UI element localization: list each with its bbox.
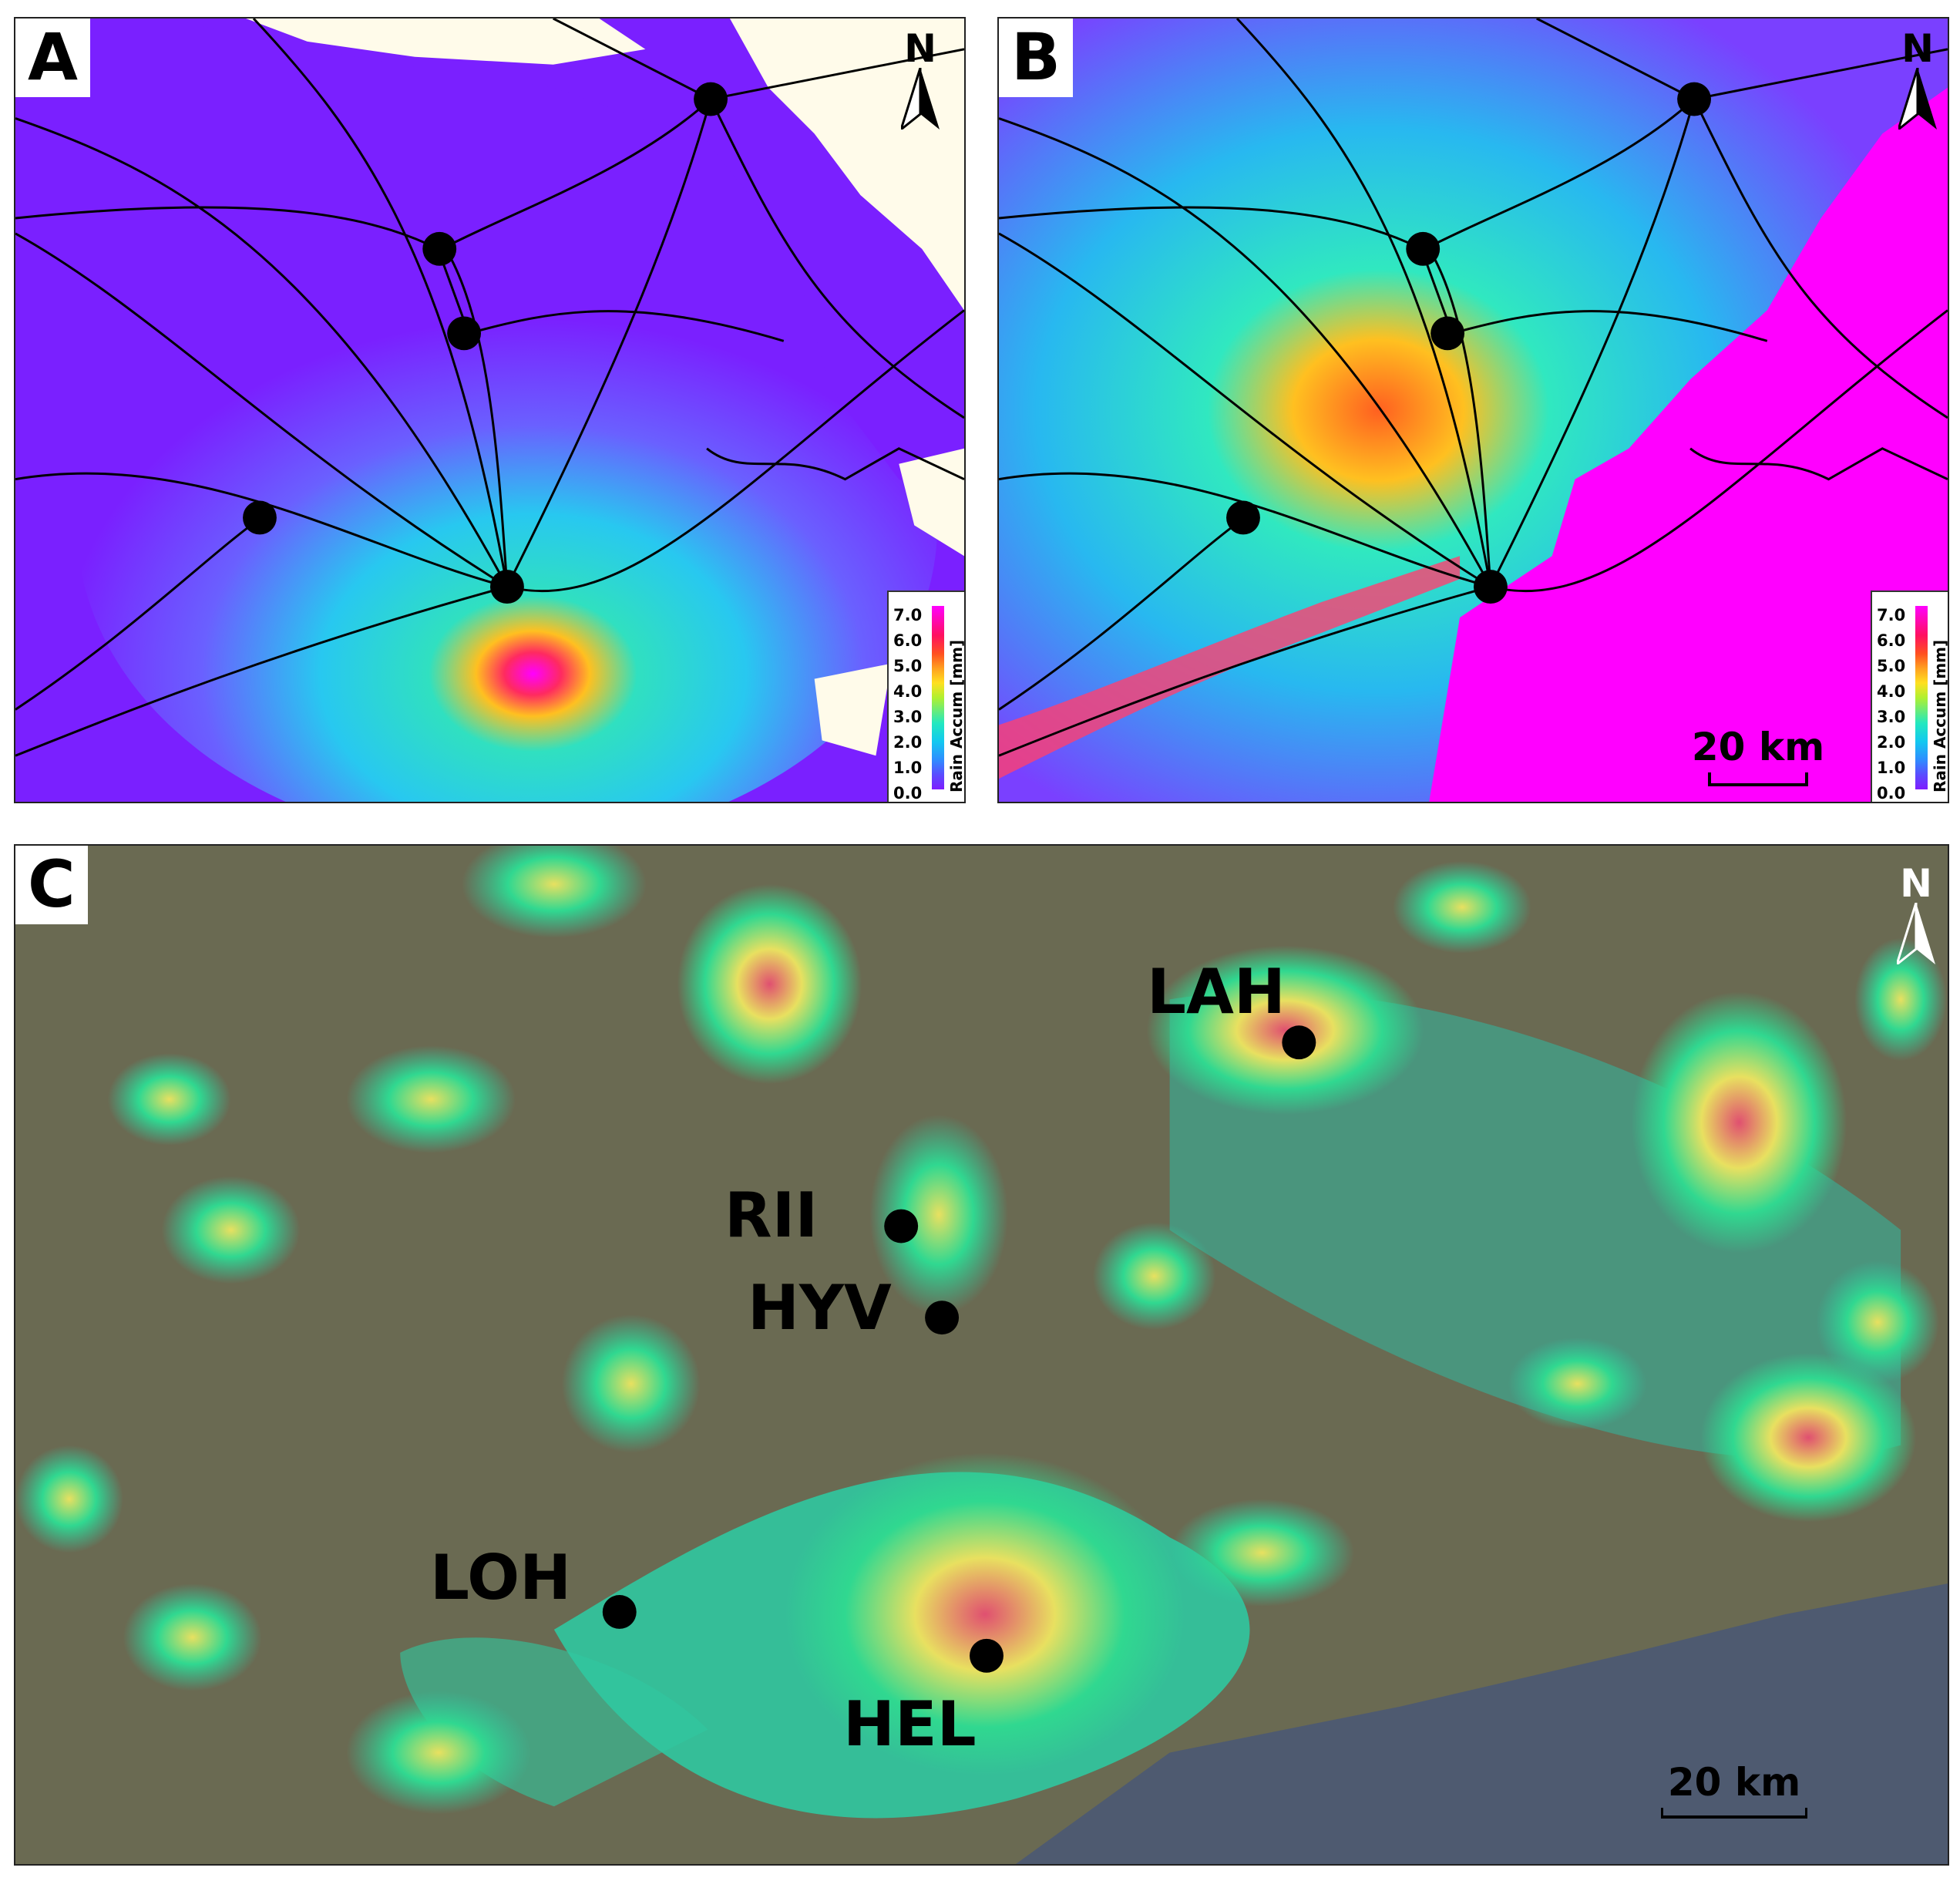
legend-tick: 4.0 [1877, 682, 1906, 701]
light-pollution-panel-c: C N LAH RII HYV LOH HEL 20 km [14, 844, 1949, 1866]
legend-colorbar [932, 606, 944, 789]
panel-letter-a: A [15, 19, 91, 97]
legend-tick: 3.0 [893, 708, 923, 726]
legend-tick: 2.0 [893, 733, 923, 752]
legend-tick: 0.0 [893, 784, 923, 803]
radar-map-b [999, 19, 1948, 802]
panel-letter-c: C [15, 846, 88, 924]
north-label-b: N [1901, 26, 1934, 71]
scale-bar-c: 20 km [1657, 1763, 1811, 1819]
legend-tick: 5.0 [893, 657, 923, 675]
legend-b: 7.0 6.0 5.0 4.0 3.0 2.0 1.0 0.0 Rain Acc… [1871, 591, 1948, 802]
legend-tick: 2.0 [1877, 733, 1906, 752]
legend-title: Rain Accum [mm] [947, 639, 966, 792]
panel-letter-b: B [999, 19, 1074, 97]
scale-line-b [1708, 772, 1808, 786]
radar-panel-a: A N 7.0 6.0 5.0 4.0 3.0 2.0 1.0 0.0 Rain… [14, 17, 966, 803]
station-label-hyv: HYV [748, 1272, 892, 1344]
scale-label-b: 20 km [1691, 725, 1825, 769]
radar-panel-b: B N 20 km 7.0 6.0 5.0 4.0 3.0 2.0 1.0 0.… [997, 17, 1949, 803]
legend-tick: 7.0 [893, 606, 923, 624]
north-arrow-icon [1896, 67, 1937, 133]
legend-tick: 5.0 [1877, 657, 1906, 675]
legend-tick: 0.0 [1877, 784, 1906, 803]
north-arrow-a: N [893, 29, 947, 133]
north-arrow-icon [1894, 902, 1935, 968]
north-label-c: N [1900, 861, 1932, 906]
station-label-hel: HEL [843, 1688, 977, 1760]
scale-label-c: 20 km [1667, 1760, 1801, 1805]
station-label-rii: RII [724, 1179, 819, 1251]
north-label-a: N [904, 26, 936, 71]
radar-map-a [15, 19, 964, 802]
legend-colorbar [1915, 606, 1928, 789]
legend-tick: 3.0 [1877, 708, 1906, 726]
station-label-loh: LOH [430, 1542, 572, 1613]
legend-title: Rain Accum [mm] [1931, 639, 1949, 792]
legend-tick: 1.0 [1877, 759, 1906, 777]
station-label-lah: LAH [1147, 956, 1286, 1028]
legend-tick: 7.0 [1877, 606, 1906, 624]
legend-tick: 1.0 [893, 759, 923, 777]
legend-tick: 6.0 [893, 631, 923, 650]
legend-a: 7.0 6.0 5.0 4.0 3.0 2.0 1.0 0.0 Rain Acc… [887, 591, 964, 802]
light-pollution-map [15, 846, 1948, 1864]
legend-tick: 6.0 [1877, 631, 1906, 650]
north-arrow-icon [899, 67, 940, 133]
north-arrow-b: N [1891, 29, 1945, 133]
scale-bar-b: 20 km [1685, 728, 1831, 786]
north-arrow-c: N [1889, 861, 1943, 968]
scale-line-c [1661, 1808, 1807, 1819]
legend-tick: 4.0 [893, 682, 923, 701]
